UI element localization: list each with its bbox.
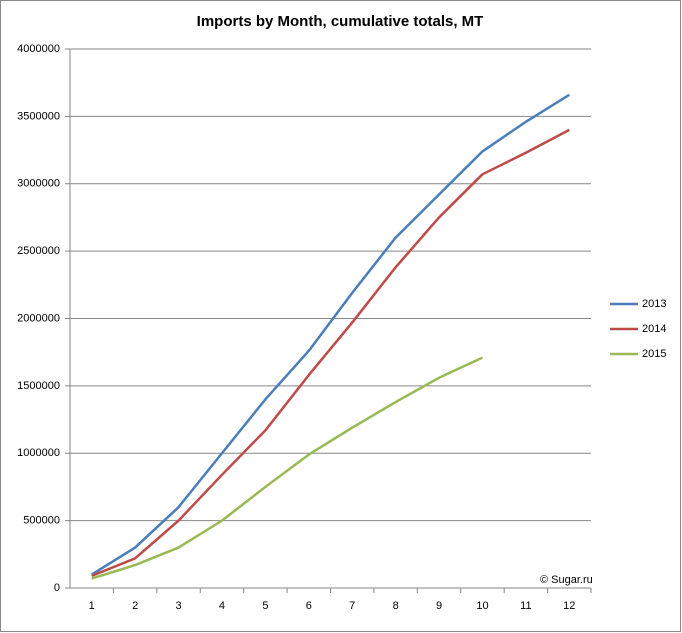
y-tick-label: 3000000 [17, 178, 60, 190]
y-tick-label: 3500000 [17, 110, 60, 122]
legend-label: 2013 [642, 298, 666, 310]
x-tick-label: 10 [476, 600, 488, 612]
series-line [91, 93, 570, 576]
x-tick-label: 11 [520, 600, 531, 612]
x-tick-label: 5 [262, 600, 268, 612]
x-tick-label: 7 [349, 600, 355, 612]
annotation: © Sugar.ru [540, 574, 593, 586]
series-line [91, 356, 483, 580]
x-tick-label: 3 [175, 600, 181, 612]
x-tick-label: 8 [393, 600, 399, 612]
x-tick-label: 4 [219, 600, 225, 612]
x-tick-label: 1 [89, 600, 95, 612]
y-tick-label: 1500000 [17, 380, 60, 392]
chart-title: Imports by Month, cumulative totals, MT [197, 13, 484, 30]
x-tick-label: 6 [306, 600, 312, 612]
series-line [91, 128, 570, 578]
y-tick-label: 0 [54, 582, 60, 594]
y-tick-label: 500000 [23, 515, 60, 527]
y-tick-label: 2500000 [17, 245, 60, 257]
y-tick-label: 1000000 [17, 447, 60, 459]
x-tick-label: 9 [436, 600, 442, 612]
y-tick-label: 4000000 [17, 43, 60, 55]
legend-label: 2014 [642, 323, 666, 335]
y-tick-label: 2000000 [17, 312, 60, 324]
legend-label: 2015 [642, 348, 666, 360]
x-tick-label: 2 [132, 600, 138, 612]
x-tick-label: 12 [563, 600, 575, 612]
